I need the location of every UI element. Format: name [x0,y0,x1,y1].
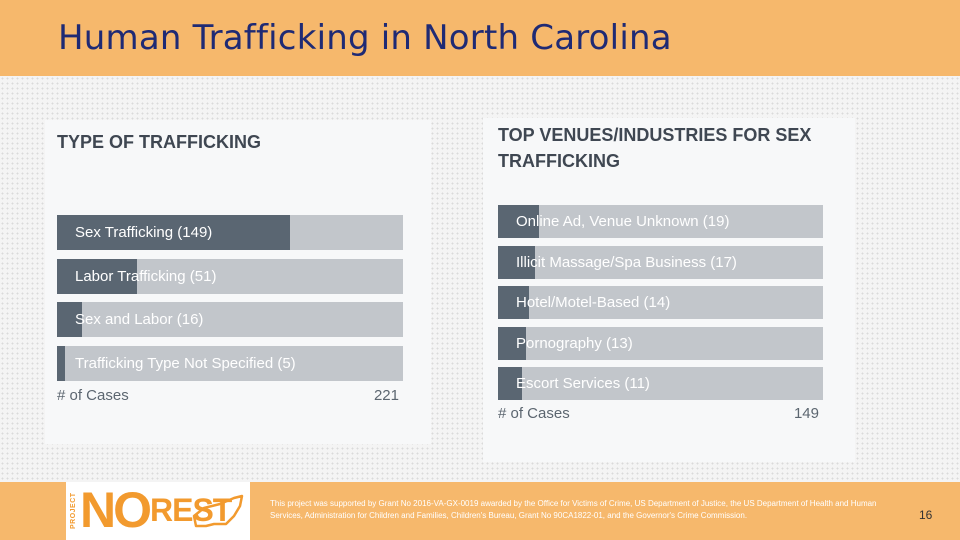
bar-track: Hotel/Motel-Based (14) [498,286,823,319]
bar-track: Illicit Massage/Spa Business (17) [498,245,823,279]
slide-title: Human Trafficking in North Carolina [58,18,672,58]
bar-label: Trafficking Type Not Specified (5) [75,354,296,372]
bar-label: Online Ad, Venue Unknown (19) [516,213,730,230]
bar-label: Sex and Labor (16) [75,311,204,328]
logo-rest-text: REST [150,492,232,528]
top-venues-panel: TOP VENUES/INDUSTRIES FOR SEX TRAFFICKIN… [483,118,855,462]
bar [498,205,540,238]
logo-project-text: PROJECT [70,492,77,530]
bar-track: Pornography (13) [498,326,823,360]
x-axis-max: 149 [793,405,819,422]
grant-acknowledgment: This project was supported by Grant No 2… [270,499,877,520]
bar-list: Online Ad, Venue Unknown (19) Illicit Mas… [498,205,823,408]
bar-label: Escort Services (11) [516,375,650,392]
x-axis-max: 221 [373,387,399,404]
bar-track: Online Ad, Venue Unknown (19) [498,205,823,238]
bar [498,367,522,400]
bar-label: Illicit Massage/Spa Business (17) [516,253,737,271]
x-axis-label: # of Cases [57,387,129,404]
bar-track: Sex and Labor (16) [57,302,403,337]
bar [57,345,65,381]
bar-label: Pornography (13) [516,334,633,352]
bar [57,215,291,250]
bar-list: Sex Trafficking (149) Labor Trafficking (… [57,215,403,389]
header-band: Human Trafficking in North Carolina [0,0,960,76]
bar-label: Hotel/Motel-Based (14) [516,294,671,311]
bar [498,286,529,319]
bar-label: Labor Trafficking (51) [75,267,217,285]
logo-no-text: NO [80,482,152,538]
type-of-trafficking-panel: TYPE OF TRAFFICKING Sex Trafficking (149… [45,120,431,444]
bar-track: Labor Trafficking (51) [57,258,403,294]
x-axis-label: # of Cases [498,405,570,422]
bar-label: Sex Trafficking (149) [75,224,213,241]
x-axis: # of Cases 221 [57,387,399,404]
bar [498,245,536,279]
bar [498,326,527,360]
bar [57,258,137,294]
footer-band: PROJECT NO REST This project was support… [0,482,960,540]
project-no-rest-logo: PROJECT NO REST [66,482,250,540]
page-number: 16 [919,508,933,522]
bar-track: Trafficking Type Not Specified (5) [57,345,403,381]
bar [57,302,83,337]
north-carolina-map-icon [192,494,244,528]
chart-title: TYPE OF TRAFFICKING [57,132,261,152]
bar-track: Sex Trafficking (149) [57,215,403,250]
x-axis: # of Cases 149 [498,405,819,422]
chart-title: TOP VENUES/INDUSTRIES FOR SEX TRAFFICKIN… [498,125,812,171]
bar-track: Escort Services (11) [498,367,823,400]
